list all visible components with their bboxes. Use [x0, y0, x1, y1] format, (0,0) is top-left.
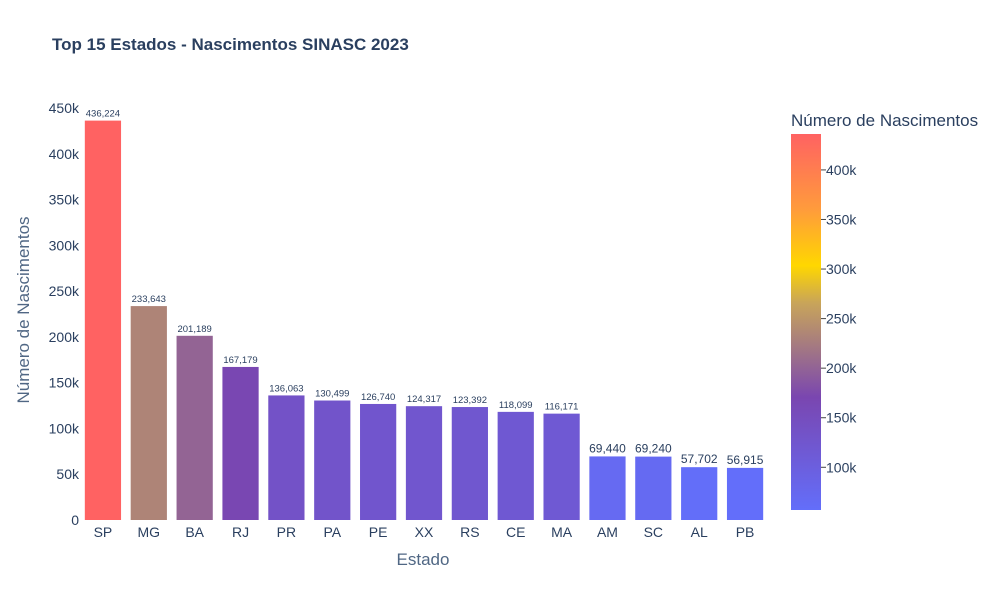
bar-pa — [314, 400, 351, 520]
y-tick-label: 0 — [71, 512, 79, 528]
y-tick-label: 200k — [49, 329, 80, 345]
bar-pb — [726, 467, 764, 520]
y-tick-label: 300k — [49, 237, 80, 253]
colorbar-gradient — [791, 134, 821, 510]
y-axis-title: Número de Nascimentos — [14, 216, 33, 403]
bar-value-label-ba: 201,189 — [177, 324, 211, 335]
colorbar-title: Número de Nascimentos — [791, 111, 978, 130]
x-tick-label-rj: RJ — [232, 524, 249, 540]
colorbar: Número de Nascimentos 100k 150k 200k 250k 30… — [791, 111, 978, 510]
bar-value-label-am: 69,440 — [589, 441, 626, 455]
bar-value-label-mg: 233,643 — [132, 294, 166, 305]
x-tick-label-rs: RS — [460, 524, 479, 540]
bar-rs — [451, 407, 488, 520]
bar-value-label-sp: 436,224 — [86, 109, 120, 120]
colorbar-tick-label: 200k — [826, 360, 857, 376]
colorbar-ticks: 100k 150k 200k 250k 300k 350k 400k — [821, 162, 857, 475]
bar-al — [681, 467, 718, 520]
bar-value-label-pr: 136,063 — [269, 383, 303, 394]
bar-rj — [222, 366, 259, 520]
colorbar-tick-label: 400k — [826, 162, 857, 178]
x-tick-label-sc: SC — [644, 524, 663, 540]
x-axis-title: Estado — [397, 550, 450, 569]
y-axis-ticks: 0 50k 100k 150k 200k 250k 300k 350k 400k 450k — [49, 100, 80, 528]
chart-title: Top 15 Estados - Nascimentos SINASC 2023 — [52, 35, 409, 54]
bar-value-label-al: 57,702 — [681, 452, 718, 466]
colorbar-tick-label: 100k — [826, 459, 857, 475]
y-tick-label: 350k — [49, 192, 80, 208]
y-tick-label: 250k — [49, 283, 80, 299]
bar-pe — [360, 403, 397, 520]
bar-value-label-pe: 126,740 — [361, 392, 395, 403]
bar-xx — [405, 406, 443, 520]
bar-value-label-ma: 116,171 — [545, 402, 579, 413]
bar-value-label-pb: 56,915 — [727, 453, 764, 467]
bar-value-label-xx: 124,317 — [407, 394, 441, 405]
colorbar-tick-label: 150k — [826, 410, 857, 426]
x-tick-label-am: AM — [597, 524, 618, 540]
x-tick-label-pr: PR — [277, 524, 296, 540]
bar-sp — [84, 120, 122, 521]
x-tick-label-pe: PE — [369, 524, 388, 540]
bar-value-label-ce: 118,099 — [499, 400, 533, 411]
bar-ba — [176, 335, 213, 520]
y-tick-label: 450k — [49, 100, 80, 116]
colorbar-tick-label: 350k — [826, 211, 857, 227]
x-tick-label-sp: SP — [94, 524, 113, 540]
x-tick-label-xx: XX — [415, 524, 434, 540]
x-tick-label-pb: PB — [736, 524, 755, 540]
bar-sc — [635, 456, 672, 520]
x-tick-label-ce: CE — [506, 524, 525, 540]
x-tick-label-mg: MG — [138, 524, 161, 540]
x-axis-ticks: SP MG BA RJ PR PA PE XX RS CE MA AM SC AL PB — [94, 524, 755, 540]
y-tick-label: 400k — [49, 146, 80, 162]
y-tick-label: 100k — [49, 420, 80, 436]
bar-am — [589, 456, 626, 520]
bar-value-label-rs: 123,392 — [453, 395, 487, 406]
y-tick-label: 150k — [49, 375, 80, 391]
x-tick-label-ba: BA — [185, 524, 204, 540]
x-tick-label-al: AL — [691, 524, 708, 540]
x-tick-label-ma: MA — [551, 524, 573, 540]
bar-value-label-rj: 167,179 — [223, 355, 257, 366]
colorbar-tick-label: 250k — [826, 311, 857, 327]
bar-ma — [543, 413, 580, 520]
colorbar-tick-label: 300k — [826, 261, 857, 277]
bar-value-label-pa: 130,499 — [315, 389, 349, 400]
x-tick-label-pa: PA — [323, 524, 341, 540]
bar-labels-group: 436,224 233,643 201,189 167,179 136,063 130,4… — [86, 109, 764, 467]
bar-value-label-sc: 69,240 — [635, 442, 672, 456]
bar-mg — [130, 306, 167, 520]
bars-group — [84, 120, 764, 521]
bar-ce — [497, 411, 534, 520]
y-tick-label: 50k — [56, 466, 80, 482]
bar-pr — [268, 395, 305, 520]
